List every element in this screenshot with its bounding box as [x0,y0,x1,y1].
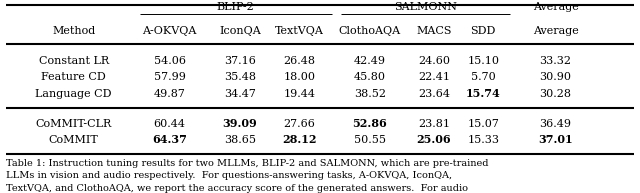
Text: 24.60: 24.60 [418,56,450,66]
Text: 38.65: 38.65 [224,135,256,145]
Text: 26.48: 26.48 [284,56,316,66]
Text: Average: Average [532,2,579,12]
Text: 52.86: 52.86 [353,118,387,129]
Text: 38.52: 38.52 [354,89,386,99]
Text: BLIP-2: BLIP-2 [217,2,254,12]
Text: CoMMIT: CoMMIT [49,135,99,145]
Text: 30.28: 30.28 [540,89,572,99]
Text: 42.49: 42.49 [354,56,386,66]
Text: 30.90: 30.90 [540,72,572,82]
Text: 33.32: 33.32 [540,56,572,66]
Text: Language CD: Language CD [35,89,112,99]
Text: A-OKVQA: A-OKVQA [143,26,196,36]
Text: 23.81: 23.81 [418,119,450,129]
Text: Average: Average [532,26,579,36]
Text: 22.41: 22.41 [418,72,450,82]
Text: 50.55: 50.55 [354,135,386,145]
Text: 34.47: 34.47 [224,89,256,99]
Text: 39.09: 39.09 [223,118,257,129]
Text: 28.12: 28.12 [282,135,317,145]
Text: 27.66: 27.66 [284,119,316,129]
Text: 49.87: 49.87 [154,89,186,99]
Text: Feature CD: Feature CD [41,72,106,82]
Text: MACS: MACS [416,26,452,36]
Text: 25.06: 25.06 [417,135,451,145]
Text: CoMMIT-CLR: CoMMIT-CLR [35,119,112,129]
Text: TextVQA: TextVQA [275,26,324,36]
Text: Constant LR: Constant LR [38,56,109,66]
Text: LLMs in vision and audio respectively.  For questions-answering tasks, A-OKVQA, : LLMs in vision and audio respectively. F… [6,171,452,180]
Text: TextVQA, and ClothoAQA, we report the accuracy score of the generated answers.  : TextVQA, and ClothoAQA, we report the ac… [6,184,468,193]
Text: 19.44: 19.44 [284,89,316,99]
Text: 64.37: 64.37 [152,135,187,145]
Text: 18.00: 18.00 [284,72,316,82]
Text: 15.07: 15.07 [467,119,499,129]
Text: 15.74: 15.74 [466,88,500,99]
Text: 36.49: 36.49 [540,119,572,129]
Text: Table 1: Instruction tuning results for two MLLMs, BLIP-2 and SALMONN, which are: Table 1: Instruction tuning results for … [6,159,489,168]
Text: 45.80: 45.80 [354,72,386,82]
Text: 23.64: 23.64 [418,89,450,99]
Text: 35.48: 35.48 [224,72,256,82]
Text: 54.06: 54.06 [154,56,186,66]
Text: 37.01: 37.01 [538,135,573,145]
Text: IconQA: IconQA [219,26,261,36]
Text: SALMONN: SALMONN [394,2,457,12]
Text: Method: Method [52,26,95,36]
Text: 57.99: 57.99 [154,72,186,82]
Text: ClothoAQA: ClothoAQA [339,26,401,36]
Text: SDD: SDD [470,26,496,36]
Text: 5.70: 5.70 [471,72,495,82]
Text: 60.44: 60.44 [154,119,186,129]
Text: 37.16: 37.16 [224,56,256,66]
Text: 15.33: 15.33 [467,135,499,145]
Text: 15.10: 15.10 [467,56,499,66]
